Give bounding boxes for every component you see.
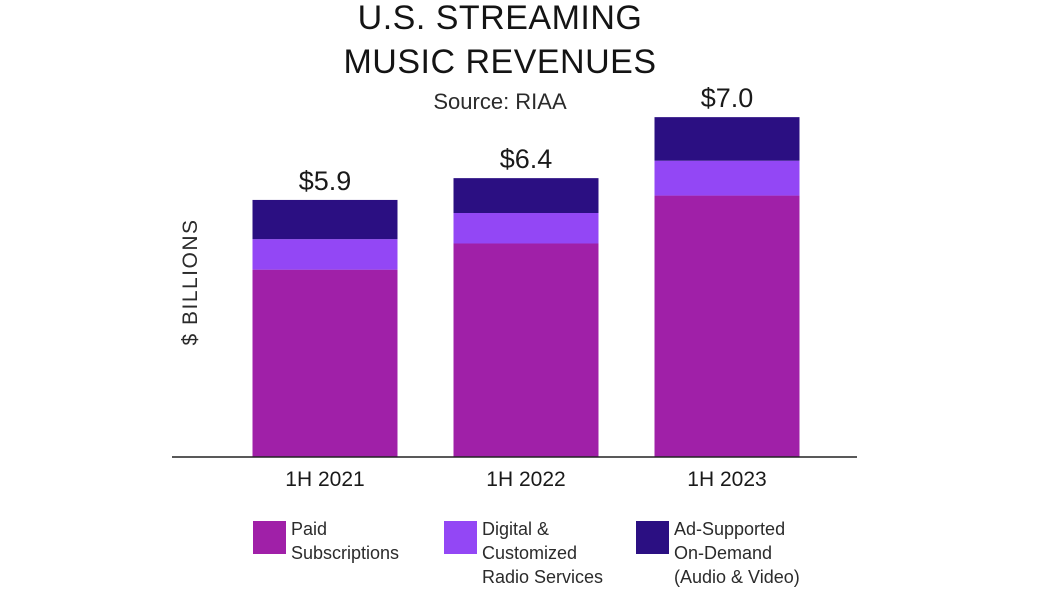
- x-tick-label-1: 1H 2021: [285, 468, 364, 491]
- chart-title-line-2: MUSIC REVENUES: [343, 43, 656, 81]
- bar-segment-3-3: [654, 117, 800, 161]
- bar-segment-1-2: [453, 243, 599, 457]
- bar-segment-1-3: [654, 195, 800, 458]
- bars-layer: [252, 117, 800, 458]
- chart-title-line-1: U.S. STREAMING: [358, 0, 643, 37]
- bar-segment-2-1: [252, 239, 398, 270]
- total-label-3: $7.0: [701, 83, 754, 113]
- total-label-1: $5.9: [299, 166, 352, 196]
- chart-subtitle: Source: RIAA: [433, 89, 567, 114]
- legend-label-2-line-2: Customized: [482, 543, 577, 563]
- total-labels-layer: $5.9 $6.4 $7.0: [299, 83, 754, 196]
- y-axis-label: $ BILLIONS: [179, 218, 202, 345]
- legend-swatch-3: [636, 521, 669, 554]
- legend: Paid Subscriptions Digital & Customized Radi…: [253, 519, 800, 587]
- x-tick-label-3: 1H 2023: [687, 468, 766, 491]
- legend-label-3-line-1: Ad-Supported: [674, 519, 785, 539]
- bar-segment-1-1: [252, 269, 398, 457]
- legend-label-2-line-1: Digital &: [482, 519, 549, 539]
- total-label-2: $6.4: [500, 144, 553, 174]
- legend-label-1-line-2: Subscriptions: [291, 543, 399, 563]
- bar-segment-2-2: [453, 213, 599, 244]
- legend-label-3-line-2: On-Demand: [674, 543, 772, 563]
- x-tick-labels-layer: 1H 2021 1H 2022 1H 2023: [285, 468, 766, 491]
- legend-label-2-line-3: Radio Services: [482, 567, 603, 587]
- bar-segment-3-1: [252, 199, 398, 240]
- legend-swatch-2: [444, 521, 477, 554]
- bar-segment-3-2: [453, 178, 599, 213]
- bar-segment-2-3: [654, 160, 800, 196]
- legend-label-1-line-1: Paid: [291, 519, 327, 539]
- legend-item-3: Ad-Supported On-Demand (Audio & Video): [636, 519, 800, 587]
- legend-label-3-line-3: (Audio & Video): [674, 567, 800, 587]
- legend-item-2: Digital & Customized Radio Services: [444, 519, 603, 587]
- legend-item-1: Paid Subscriptions: [253, 519, 399, 563]
- x-tick-label-2: 1H 2022: [486, 468, 565, 491]
- legend-swatch-1: [253, 521, 286, 554]
